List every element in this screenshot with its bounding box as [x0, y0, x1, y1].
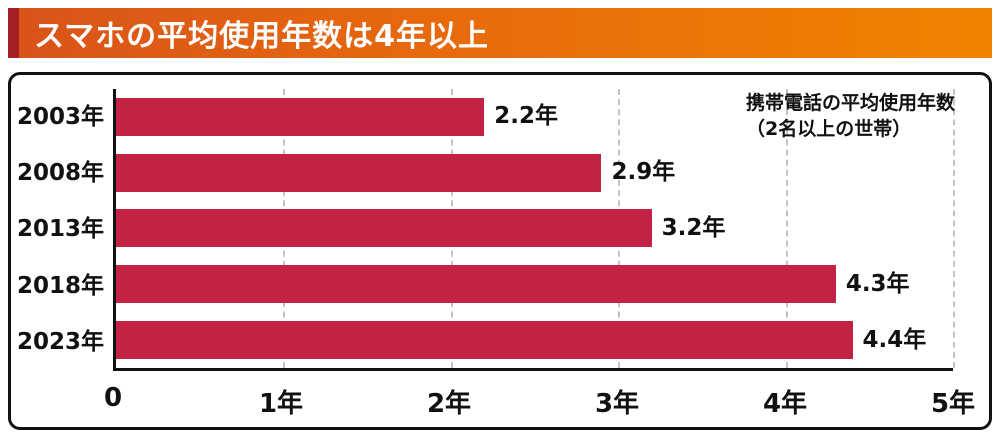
y-axis-labels: 2003年 2008年 2013年 2018年 2023年 [17, 89, 113, 371]
plot-area: 2.2年 2.9年 3.2年 4.3年 4.4年 [113, 89, 955, 371]
bar-2008年 [116, 153, 602, 192]
chart-row: 3.2年 [116, 209, 953, 248]
bar-value-label: 4.3年 [845, 270, 910, 297]
bar-value-label: 2.2年 [494, 103, 559, 130]
chart-rows: 2.2年 2.9年 3.2年 4.3年 4.4年 [116, 89, 953, 368]
bar-value-label: 3.2年 [661, 214, 726, 241]
bar-value-label: 2.9年 [611, 159, 676, 186]
title-banner: スマホの平均使用年数は4年以上 [8, 8, 992, 58]
annotation-line-1: 携帯電話の平均使用年数 [745, 92, 955, 114]
bar-2018年 [116, 265, 836, 304]
x-axis-tick-label: 1年 [258, 389, 304, 419]
annotation-line-2: （2名以上の世帯） [745, 117, 912, 140]
x-axis-tick-label: 3年 [594, 389, 640, 419]
y-axis-label: 2023年 [17, 329, 105, 356]
bar-value-label: 4.4年 [862, 326, 927, 353]
chart-row: 4.4年 [116, 321, 953, 360]
y-axis-label: 2018年 [17, 272, 105, 299]
y-axis-label: 2013年 [17, 216, 105, 243]
chart-row: 2.2年 [116, 97, 953, 136]
bar-2003年 [116, 97, 485, 136]
banner-accent-bar [8, 8, 19, 58]
bar-2023年 [116, 321, 853, 360]
chart-annotation: 携帯電話の平均使用年数 （2名以上の世帯） [746, 91, 955, 142]
x-axis-tick-label: 5年 [930, 389, 976, 419]
y-axis-label: 2003年 [17, 103, 105, 130]
y-axis-label: 2008年 [17, 160, 105, 187]
x-axis-labels: 0 1年 2年 3年 4年 5年 [104, 383, 975, 419]
bar-2013年 [116, 209, 652, 248]
page-title: スマホの平均使用年数は4年以上 [34, 19, 489, 54]
chart-card: 携帯電話の平均使用年数 （2名以上の世帯） 2003年 2008年 2013年 201… [8, 72, 992, 430]
chart-row: 4.3年 [116, 265, 953, 304]
gridline [953, 89, 955, 368]
x-axis-tick-label: 2年 [426, 389, 472, 419]
x-axis-tick-label: 0 [103, 383, 123, 413]
x-axis-tick-label: 4年 [762, 389, 808, 419]
chart-row: 2.9年 [116, 153, 953, 192]
gridline [785, 89, 788, 368]
